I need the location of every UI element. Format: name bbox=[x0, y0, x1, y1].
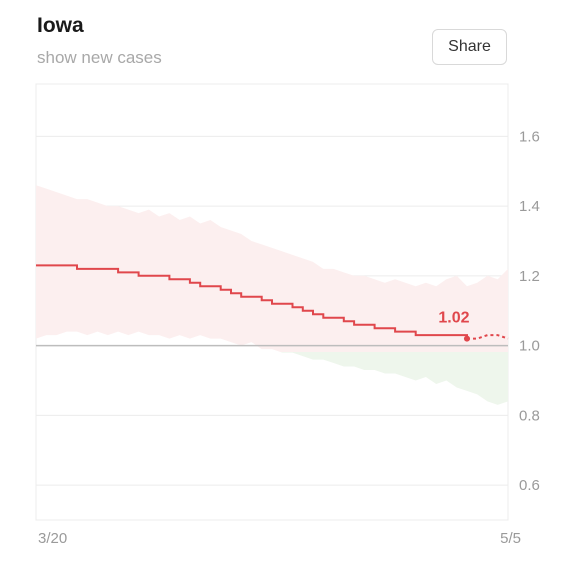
y-tick-label: 1.2 bbox=[519, 268, 540, 285]
uncertainty-band-above bbox=[36, 185, 508, 352]
y-tick-label: 1.6 bbox=[519, 128, 540, 145]
y-tick-label: 1.4 bbox=[519, 198, 540, 215]
y-tick-label: 0.6 bbox=[519, 477, 540, 494]
chart-title: Iowa bbox=[37, 14, 84, 37]
rt-projection-line bbox=[467, 334, 509, 340]
rt-line bbox=[36, 264, 468, 339]
x-tick-label: 5/5 bbox=[500, 530, 521, 547]
y-tick-label: 0.8 bbox=[519, 407, 540, 424]
show-new-cases-link[interactable]: show new cases bbox=[37, 48, 162, 67]
latest-value-label: 1.02 bbox=[438, 310, 469, 327]
y-tick-label: 1.0 bbox=[519, 338, 540, 355]
latest-point bbox=[463, 335, 470, 342]
x-tick-label: 3/20 bbox=[38, 530, 67, 547]
share-button[interactable]: Share bbox=[432, 29, 507, 65]
uncertainty-band-below bbox=[280, 352, 508, 405]
